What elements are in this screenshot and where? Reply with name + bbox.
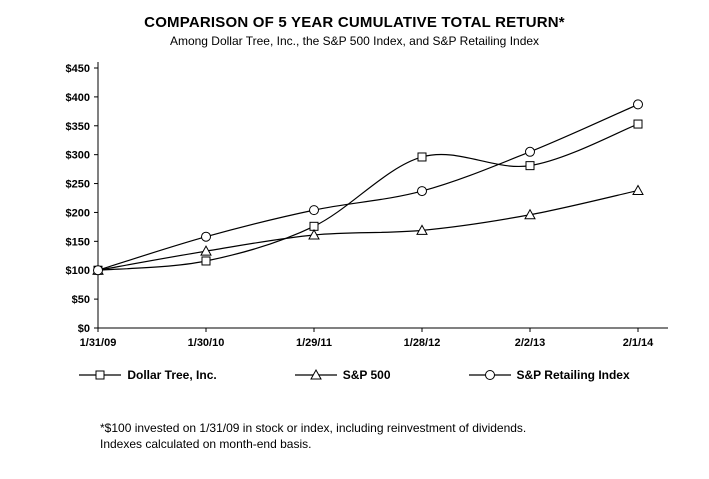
series-marker-square <box>95 370 105 380</box>
chart-subtitle: Among Dollar Tree, Inc., the S&P 500 Ind… <box>169 34 540 48</box>
x-tick-label: 2/1/14 <box>623 337 654 349</box>
y-tick-label: $250 <box>66 179 90 191</box>
y-tick-label: $150 <box>66 236 90 248</box>
series-marker-triangle <box>524 208 536 220</box>
chart-title: COMPARISON OF 5 YEAR CUMULATIVE TOTAL RE… <box>144 14 565 31</box>
series-marker-circle <box>484 370 495 380</box>
legend-item: S&P 500 <box>294 368 391 382</box>
series-marker-circle <box>201 231 211 242</box>
legend-marker-triangle <box>294 368 337 380</box>
series-marker-circle <box>93 265 103 276</box>
y-tick-label: $50 <box>72 294 90 306</box>
legend-label: S&P 500 <box>342 368 391 382</box>
series-marker-circle <box>525 146 535 157</box>
legend-marker-square <box>79 370 122 380</box>
x-tick-label: 2/2/13 <box>515 337 546 349</box>
series-marker-triangle <box>632 184 644 195</box>
series-marker-triangle <box>416 224 428 235</box>
chart-legend: Dollar Tree, Inc. S&P 500 S&P Retailing In… <box>0 368 709 382</box>
y-tick-label: $300 <box>66 150 90 162</box>
chart-plot-svg: $0 $50 $100 $150 $200 $250 $300 $350 $400 $450 1/3… <box>66 62 668 349</box>
legend-item: Dollar Tree, Inc. <box>79 368 217 382</box>
series-marker-triangle <box>308 228 320 240</box>
x-tick-label: 1/29/11 <box>296 337 332 349</box>
series-marker-square <box>633 119 643 129</box>
x-tick-label: 1/28/12 <box>404 337 441 349</box>
y-tick-label: $200 <box>66 207 90 219</box>
y-tick-label: $350 <box>66 121 90 133</box>
footnote-line-2: Indexes calculated on month-end basis. <box>100 437 312 452</box>
y-tick-label: $450 <box>66 63 90 75</box>
chart: $0 $50 $100 $150 $200 $250 $300 $350 $400 $450 1/3… <box>28 52 688 352</box>
series-line-square <box>97 123 639 271</box>
series-marker-triangle <box>309 368 322 380</box>
series-line-circle <box>97 103 639 271</box>
legend-label: S&P Retailing Index <box>516 368 630 382</box>
x-tick-label: 1/31/09 <box>80 337 117 349</box>
legend-marker-circle <box>468 370 511 380</box>
footnote-line-1: *$100 invested on 1/31/09 in stock or in… <box>100 421 527 435</box>
series-marker-square <box>201 256 211 266</box>
series-marker-square <box>417 152 427 162</box>
series-marker-circle <box>309 205 319 216</box>
series-marker-circle <box>417 186 427 197</box>
y-tick-label: $100 <box>66 265 90 277</box>
chart-footnote: *$100 invested on 1/31/09 in stock or in… <box>100 420 526 452</box>
legend-item: S&P Retailing Index <box>468 368 630 382</box>
y-tick-label: $400 <box>66 92 90 104</box>
series-line-triangle <box>97 189 639 271</box>
series-marker-triangle <box>200 245 212 256</box>
x-tick-label: 1/30/10 <box>188 337 225 349</box>
series-marker-square <box>525 161 535 171</box>
series-marker-circle <box>633 99 643 110</box>
legend-label: Dollar Tree, Inc. <box>127 368 217 382</box>
y-tick-label: $0 <box>78 323 90 335</box>
